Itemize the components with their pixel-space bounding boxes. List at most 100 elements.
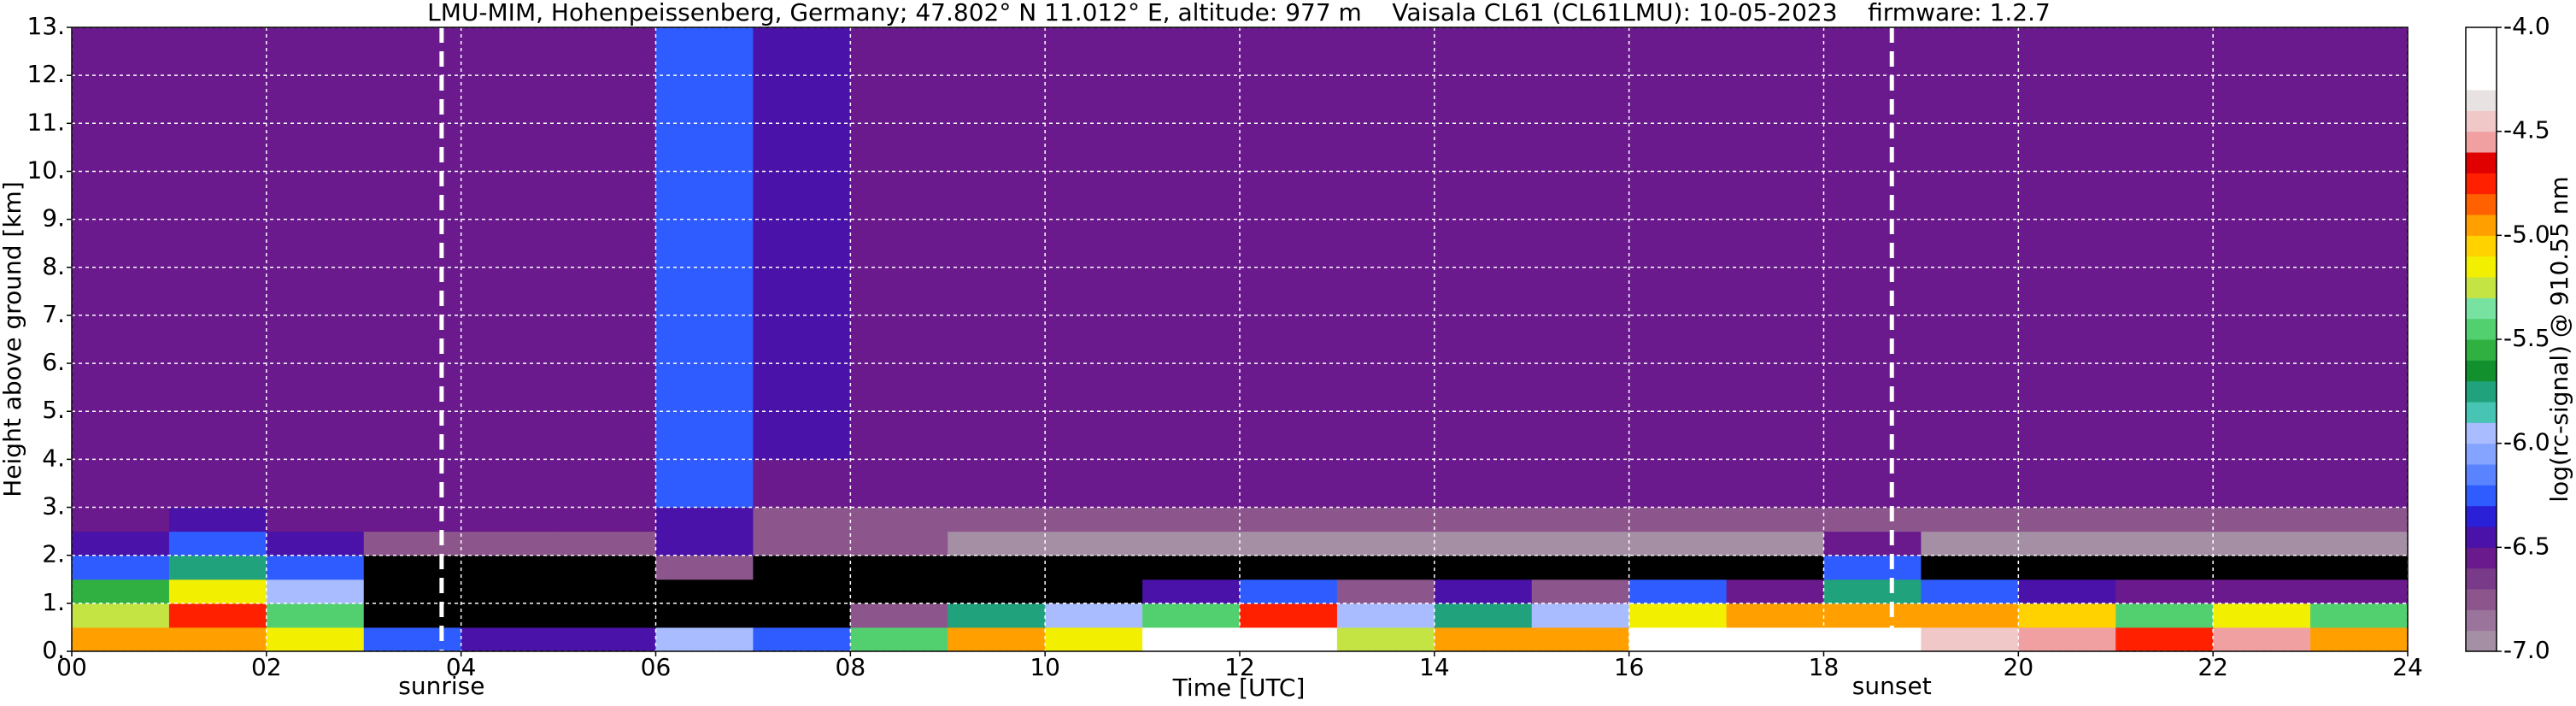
heatmap-cell — [1921, 603, 2019, 628]
heatmap-cell — [2018, 27, 2116, 460]
heatmap-cell — [1628, 603, 1728, 628]
heatmap-cell — [1142, 27, 1241, 460]
y-tick-label: 9. — [42, 204, 65, 232]
heatmap-cell — [2213, 603, 2311, 628]
y-tick-label: 10. — [26, 156, 65, 184]
heatmap-cell — [1336, 531, 1435, 556]
heatmap-cell — [2115, 603, 2214, 628]
heatmap-cell — [363, 603, 462, 628]
heatmap-cell — [753, 603, 851, 628]
heatmap-cell — [1336, 27, 1435, 460]
heatmap-cell — [850, 603, 948, 628]
heatmap-cell — [850, 507, 948, 532]
colorbar-tick-label: -5.5 — [2503, 324, 2550, 352]
heatmap-cell — [753, 555, 851, 580]
heatmap-cell — [1921, 531, 2019, 556]
heatmap-cell — [1823, 579, 1922, 604]
heatmap-cell — [1628, 627, 1728, 652]
heatmap-cell — [558, 579, 656, 604]
heatmap-cell — [1628, 27, 1728, 460]
heatmap-cell — [72, 579, 170, 604]
heatmap-cell — [850, 555, 948, 580]
heatmap-cell — [461, 555, 560, 580]
heatmap-cell — [72, 555, 170, 580]
colorbar-segment — [2466, 318, 2497, 340]
heatmap-cell — [2310, 459, 2409, 509]
heatmap-cell — [363, 555, 462, 580]
colorbar-segment — [2466, 27, 2497, 49]
heatmap-cell — [2115, 555, 2214, 580]
x-tick-label: 02 — [251, 653, 282, 681]
heatmap-cell — [1240, 603, 1338, 628]
heatmap-cell — [1045, 507, 1143, 532]
heatmap-cell — [363, 531, 462, 556]
colorbar-segment — [2466, 339, 2497, 361]
y-tick-label: 6. — [42, 348, 65, 376]
heatmap-cell — [2310, 531, 2409, 556]
heatmap-cell — [1045, 531, 1143, 556]
heatmap-cell — [1531, 579, 1630, 604]
x-tick-label: 14 — [1419, 653, 1450, 681]
heatmap-cell — [1823, 531, 1922, 556]
heatmap-cell — [1628, 507, 1728, 532]
colorbar-segment — [2466, 90, 2497, 111]
heatmap-cell — [1531, 27, 1630, 460]
heatmap-cell — [850, 627, 948, 652]
colorbar-tick-label: -4.5 — [2503, 116, 2550, 144]
heatmap-cell — [1823, 27, 1922, 460]
heatmap-cell — [1823, 555, 1922, 580]
y-tick-label: 3. — [42, 492, 65, 521]
x-tick-label: 24 — [2392, 653, 2423, 681]
heatmap-cell — [2213, 459, 2311, 509]
heatmap-cell — [2115, 507, 2214, 532]
colorbar-segment — [2466, 527, 2497, 548]
colorbar-segment — [2466, 256, 2497, 278]
x-tick-label: 04 — [446, 653, 477, 681]
heatmap-cell — [1142, 555, 1241, 580]
heatmap-cell — [363, 27, 462, 460]
heatmap-cell — [1240, 27, 1338, 460]
heatmap-cell — [1045, 459, 1143, 509]
colorbar-segment — [2466, 297, 2497, 320]
heatmap-cell — [1045, 579, 1143, 604]
colorbar-segment — [2466, 630, 2497, 652]
colorbar-segment — [2466, 589, 2497, 610]
heatmap-cell — [168, 531, 267, 556]
heatmap-cell — [1823, 603, 1922, 628]
heatmap-cell — [2213, 27, 2311, 460]
heatmap-cell — [461, 507, 560, 532]
heatmap-cell — [168, 627, 267, 652]
heatmap-cell — [753, 507, 851, 532]
heatmap-cell — [1628, 531, 1728, 556]
heatmap-cell — [1240, 507, 1338, 532]
heatmap-cell — [1531, 531, 1630, 556]
heatmap-cell — [2018, 579, 2116, 604]
heatmap-cell — [1336, 507, 1435, 532]
heatmap-cell — [1336, 459, 1435, 509]
heatmap-cell — [1921, 459, 2019, 509]
x-tick-label: 10 — [1030, 653, 1060, 681]
heatmap-cell — [1142, 507, 1241, 532]
colorbar-tick-label: -4.0 — [2503, 12, 2550, 40]
heatmap-cell — [461, 27, 560, 460]
heatmap-cell — [461, 627, 560, 652]
heatmap-cell — [655, 27, 754, 460]
heatmap-cell — [655, 579, 754, 604]
heatmap-cell — [1336, 555, 1435, 580]
heatmap-cell — [655, 507, 754, 532]
heatmap-cell — [2115, 627, 2214, 652]
colorbar-tick-label: -7.0 — [2503, 636, 2550, 664]
y-tick-label: 7. — [42, 300, 65, 328]
y-axis-label: Height above ground [km] — [0, 181, 26, 497]
x-tick-label: 06 — [641, 653, 672, 681]
heatmap-cell — [753, 459, 851, 509]
heatmap-cell — [948, 627, 1046, 652]
y-tick-label: 13. — [26, 12, 65, 40]
heatmap-cell — [558, 627, 656, 652]
heatmap-cell — [266, 579, 365, 604]
heatmap-cell — [1434, 603, 1533, 628]
y-tick-label: 4. — [42, 444, 65, 472]
heatmap-cell — [1142, 603, 1241, 628]
heatmap-cell — [558, 27, 656, 460]
